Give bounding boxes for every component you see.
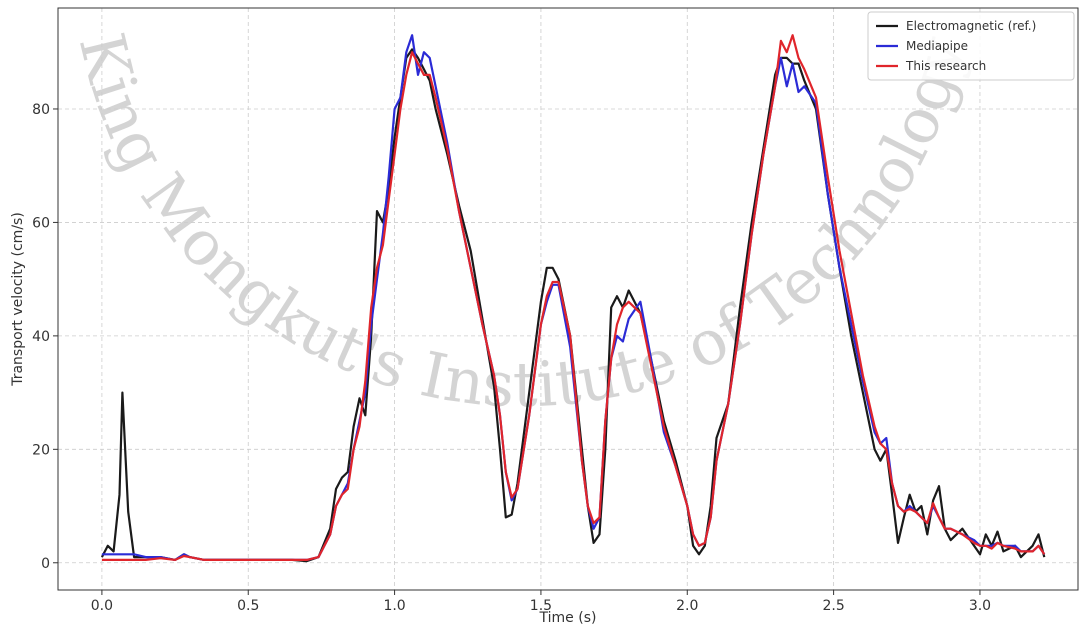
x-tick-label: 2.0: [676, 598, 698, 614]
x-tick-label: 0.5: [237, 598, 259, 614]
legend-label: This research: [905, 59, 986, 73]
x-tick-label: 2.5: [822, 598, 844, 614]
y-tick-label: 60: [32, 215, 50, 231]
y-axis-label: Transport velocity (cm/s): [10, 212, 26, 387]
y-tick-label: 80: [32, 102, 50, 118]
x-tick-label: 1.5: [530, 598, 552, 614]
chart: King Mongkut's Institute of Technology L…: [0, 0, 1081, 631]
legend: Electromagnetic (ref.) Mediapipe This rese…: [868, 12, 1074, 80]
x-tick-label: 3.0: [969, 598, 991, 614]
legend-label: Mediapipe: [906, 39, 968, 53]
y-tick-label: 20: [32, 442, 50, 458]
y-tick-label: 0: [41, 556, 50, 572]
legend-label: Electromagnetic (ref.): [906, 19, 1036, 33]
page: King Mongkut's Institute of Technology L…: [0, 0, 1081, 631]
x-tick-label: 1.0: [383, 598, 405, 614]
y-tick-label: 40: [32, 329, 50, 345]
x-tick-label: 0.0: [91, 598, 113, 614]
